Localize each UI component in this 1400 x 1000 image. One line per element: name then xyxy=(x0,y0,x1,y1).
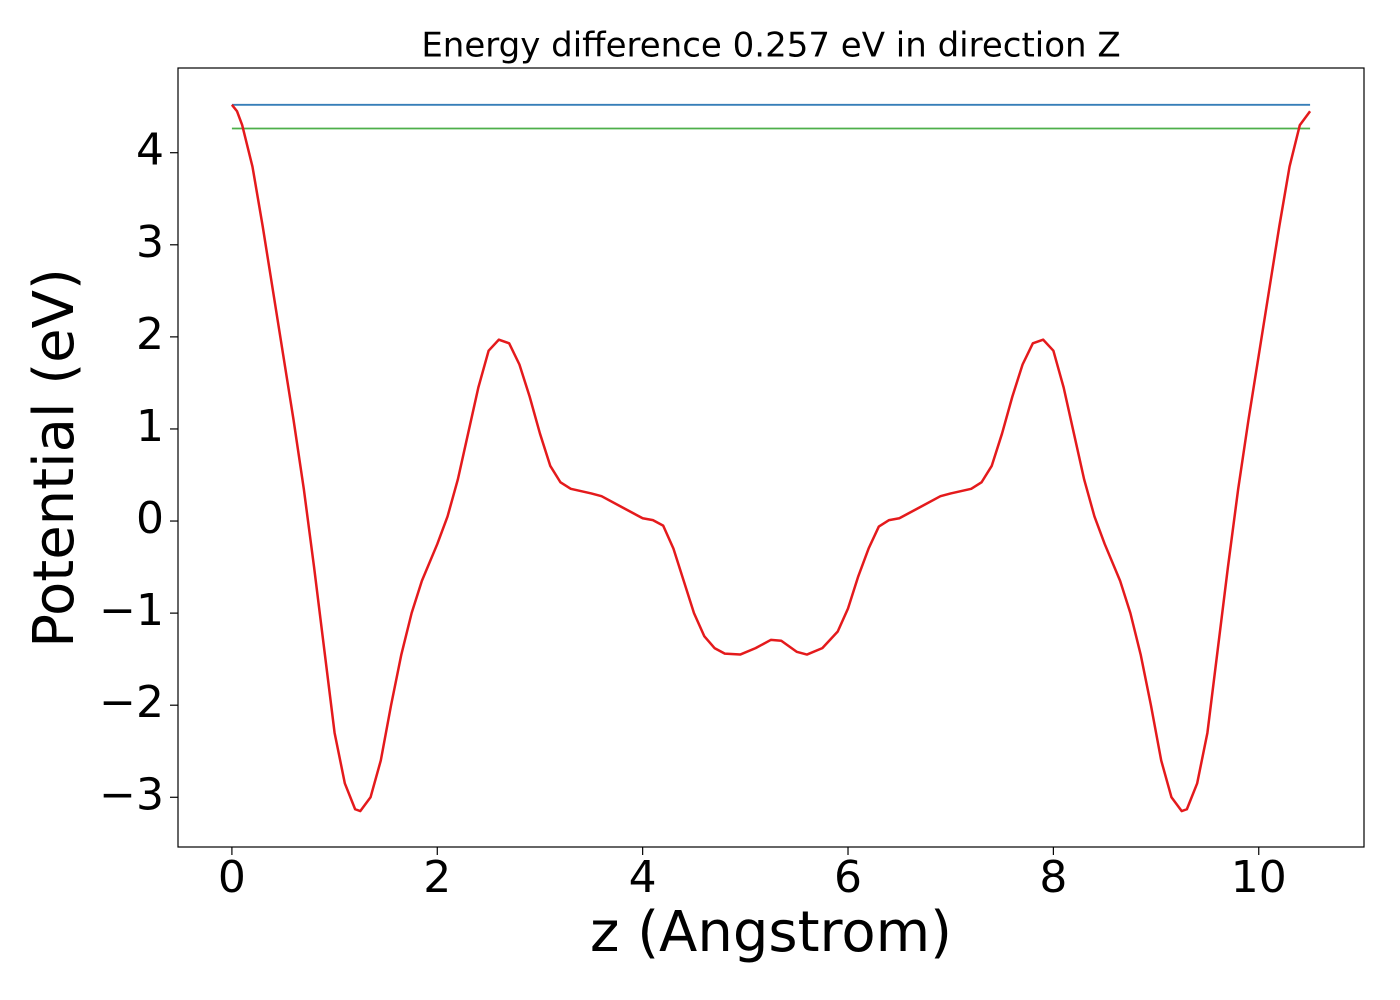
x-tick-label: 8 xyxy=(1039,852,1067,903)
y-tick-label: 0 xyxy=(136,493,164,544)
x-tick-label: 0 xyxy=(218,852,246,903)
y-tick-label: −1 xyxy=(99,585,164,636)
y-tick-label: −3 xyxy=(99,769,164,820)
chart-title: Energy difference 0.257 eV in direction … xyxy=(421,26,1120,66)
x-axis-label: z (Angstrom) xyxy=(590,900,952,965)
x-tick-label: 10 xyxy=(1231,852,1287,903)
y-tick-label: 3 xyxy=(136,217,164,268)
data-line xyxy=(230,104,1312,813)
x-tick-label: 6 xyxy=(834,852,862,903)
y-tick-label: 2 xyxy=(136,309,164,360)
x-tick-label: 4 xyxy=(629,852,657,903)
x-tick-label: 2 xyxy=(423,852,451,903)
plot-frame xyxy=(177,67,1365,848)
y-axis-label: Potential (eV) xyxy=(22,268,87,648)
y-tick-label: −2 xyxy=(99,677,164,728)
y-tick-label: 1 xyxy=(136,401,164,452)
y-tick-label: 4 xyxy=(136,125,164,176)
